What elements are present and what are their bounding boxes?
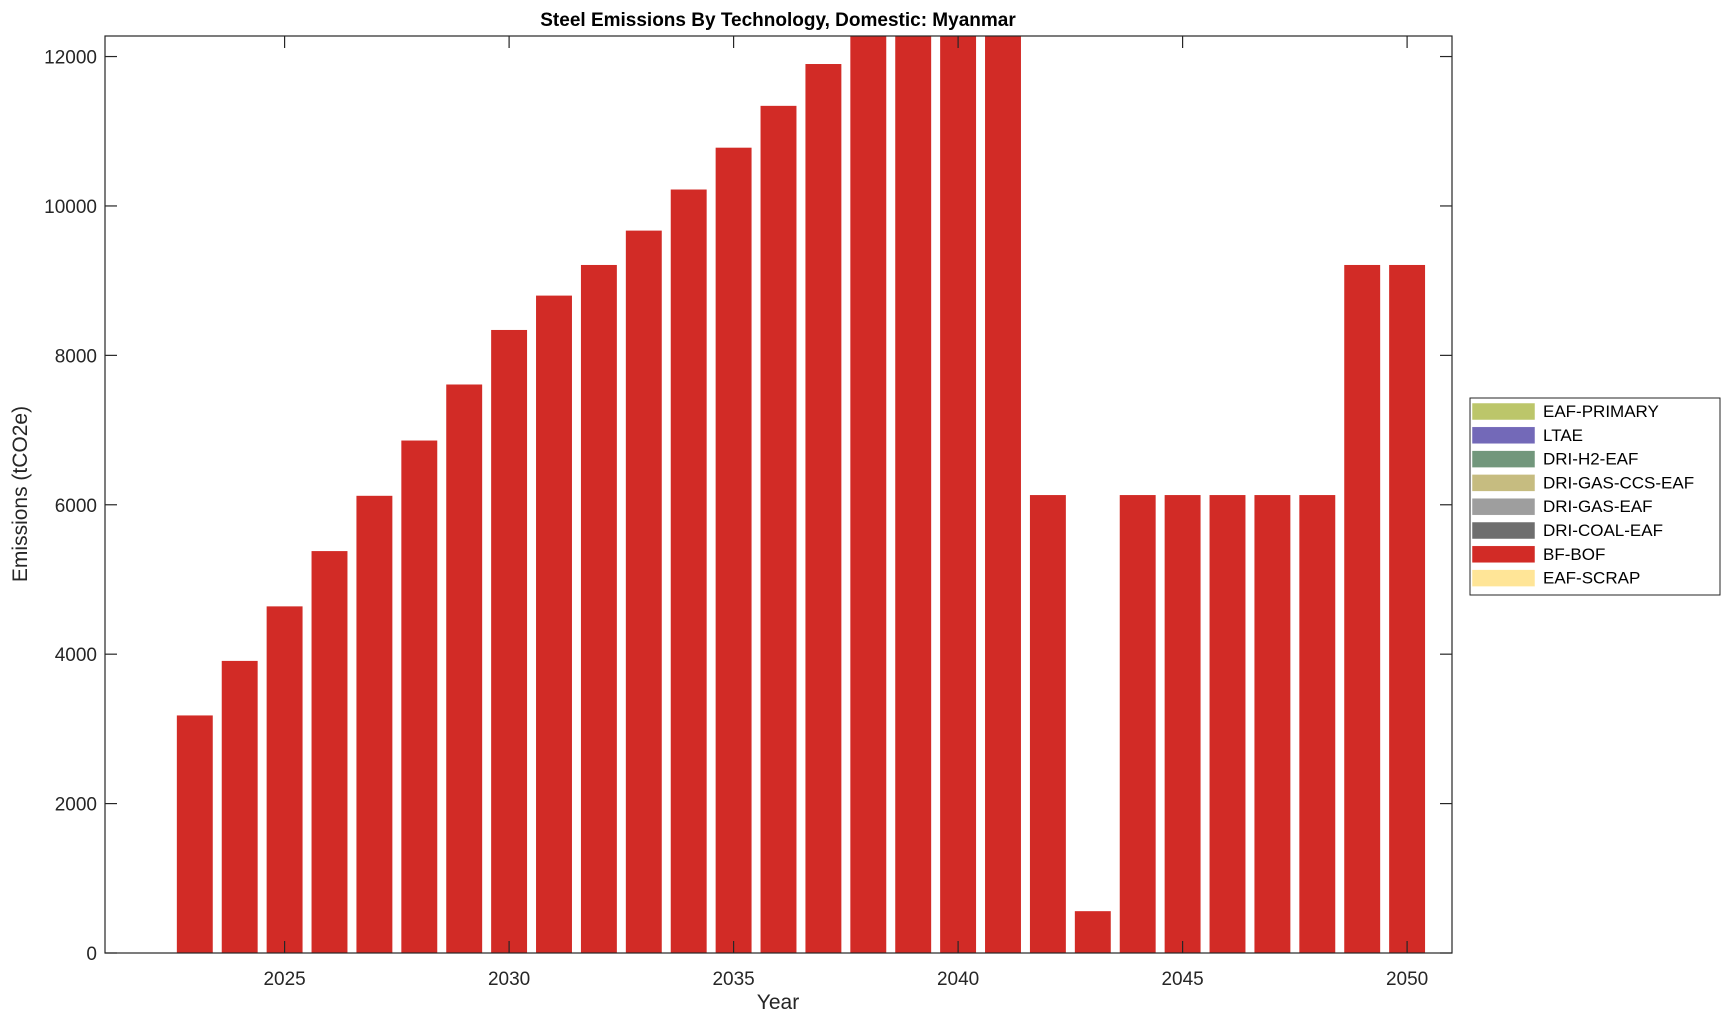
x-tick-label: 2035 [712, 969, 754, 990]
bar-bf-bof-2050 [1389, 264, 1426, 953]
y-tick-label: 0 [86, 944, 97, 965]
x-tick-label: 2050 [1386, 969, 1428, 990]
bar-bf-bof-2035 [715, 147, 752, 953]
bar-bf-bof-2049 [1344, 264, 1381, 953]
x-axis-label: Year [757, 991, 799, 1014]
x-tick-label: 2045 [1161, 969, 1203, 990]
legend-swatch-dri-gas-eaf [1471, 497, 1536, 516]
bar-bf-bof-2039 [895, 36, 932, 953]
x-tick-label: 2040 [937, 969, 979, 990]
legend-swatch-ltae [1471, 426, 1536, 445]
legend-label-dri-coal-eaf: DRI-COAL-EAF [1543, 521, 1663, 540]
legend-swatch-bf-bof [1471, 545, 1536, 564]
y-tick-label: 8000 [55, 346, 97, 367]
y-tick-label: 6000 [55, 496, 97, 517]
legend-swatch-eaf-primary [1471, 402, 1536, 421]
y-tick-label: 10000 [44, 197, 97, 218]
bar-bf-bof-2040 [940, 36, 977, 953]
legend-label-bf-bof: BF-BOF [1543, 545, 1605, 564]
bar-bf-bof-2026 [311, 551, 348, 953]
legend-swatch-dri-coal-eaf [1471, 521, 1536, 540]
bar-bf-bof-2025 [266, 606, 303, 953]
legend-label-dri-h2-eaf: DRI-H2-EAF [1543, 450, 1638, 469]
bar-bf-bof-2042 [1029, 495, 1066, 953]
bar-bf-bof-2030 [491, 329, 528, 953]
bar-bf-bof-2048 [1299, 495, 1336, 953]
bar-bf-bof-2032 [580, 264, 617, 953]
y-axis-label: Emissions (tCO2e) [9, 406, 32, 582]
legend-swatch-dri-gas-ccs-eaf [1471, 474, 1536, 492]
bar-bf-bof-2047 [1254, 495, 1291, 953]
bar-bf-bof-2036 [760, 105, 797, 953]
legend-swatch-eaf-scrap [1471, 569, 1536, 587]
y-tick-label: 12000 [44, 48, 97, 69]
legend-label-ltae: LTAE [1543, 426, 1583, 445]
bar-bf-bof-2043 [1074, 911, 1111, 953]
chart-title: Steel Emissions By Technology, Domestic:… [540, 10, 1016, 31]
plot-area-frame [104, 35, 1453, 954]
legend: EAF-PRIMARY LTAE DRI-H2-EAF DRI-GAS-CCS-EAF… [1469, 397, 1721, 596]
bar-bf-bof-2044 [1119, 495, 1156, 953]
bar-bf-bof-2023 [176, 715, 213, 953]
bar-bf-bof-2024 [221, 660, 258, 953]
x-tick-label: 2030 [488, 969, 530, 990]
legend-label-dri-gas-eaf: DRI-GAS-EAF [1543, 497, 1653, 516]
bar-bf-bof-2038 [850, 36, 887, 953]
bar-bf-bof-2046 [1209, 495, 1246, 953]
bar-bf-bof-2034 [670, 189, 707, 953]
bar-bf-bof-2033 [625, 230, 662, 953]
legend-label-eaf-primary: EAF-PRIMARY [1543, 402, 1659, 421]
legend-label-eaf-scrap: EAF-SCRAP [1543, 569, 1640, 588]
bar-bf-bof-2037 [805, 64, 842, 953]
legend-label-dri-gas-ccs-eaf: DRI-GAS-CCS-EAF [1543, 473, 1694, 492]
bar-bf-bof-2031 [536, 295, 572, 953]
y-tick-label: 4000 [55, 645, 97, 666]
x-tick-label: 2025 [263, 969, 305, 990]
bar-bf-bof-2041 [985, 36, 1021, 953]
bar-bf-bof-2045 [1164, 495, 1201, 953]
bar-bf-bof-2029 [446, 384, 483, 953]
y-tick-label: 2000 [55, 795, 97, 816]
bar-bf-bof-2027 [356, 495, 393, 953]
legend-swatch-dri-h2-eaf [1471, 450, 1536, 468]
bar-bf-bof-2028 [401, 440, 438, 953]
